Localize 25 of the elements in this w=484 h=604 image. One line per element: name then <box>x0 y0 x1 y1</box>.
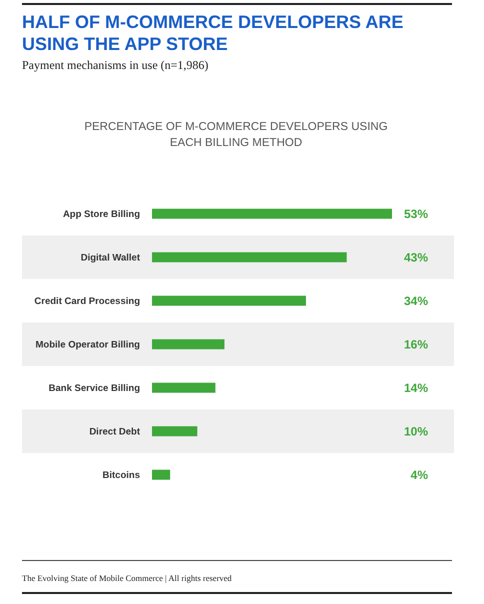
chart-subtitle: Payment mechanisms in use (n=1,986) <box>22 58 208 72</box>
bar <box>152 426 198 436</box>
data-label: 14% <box>404 380 428 395</box>
data-label: 16% <box>404 337 428 352</box>
y-tick-label: Direct Debt <box>89 426 141 438</box>
y-tick-label: Credit Card Processing <box>34 296 140 308</box>
bar <box>152 208 392 219</box>
bar <box>152 296 306 306</box>
y-tick-label: Bank Service Billing <box>48 383 140 394</box>
data-label: 34% <box>404 294 428 308</box>
y-tick-label: Digital Wallet <box>80 252 141 264</box>
data-label: 10% <box>404 424 428 438</box>
bar <box>152 382 216 393</box>
text: The Evolving State of Mobile Commerce | All rights reserved <box>22 573 232 583</box>
bar <box>152 339 224 350</box>
data-label: 43% <box>404 250 428 264</box>
y-tick-label: App Store Billing <box>62 209 140 220</box>
bar <box>152 470 170 480</box>
bar <box>152 252 347 262</box>
data-label: 4% <box>410 468 428 482</box>
chart-title: HALF OF M-COMMERCE DEVELOPERS ARE USING THE APP STORE <box>22 12 404 54</box>
x-axis-title: PERCENTAGE OF M-COMMERCE DEVELOPERS USING EACH BILLING METHOD <box>84 121 388 149</box>
y-tick-label: Bitcoins <box>102 470 140 482</box>
data-label: 53% <box>404 206 428 221</box>
y-tick-label: Mobile Operator Billing <box>35 340 140 351</box>
